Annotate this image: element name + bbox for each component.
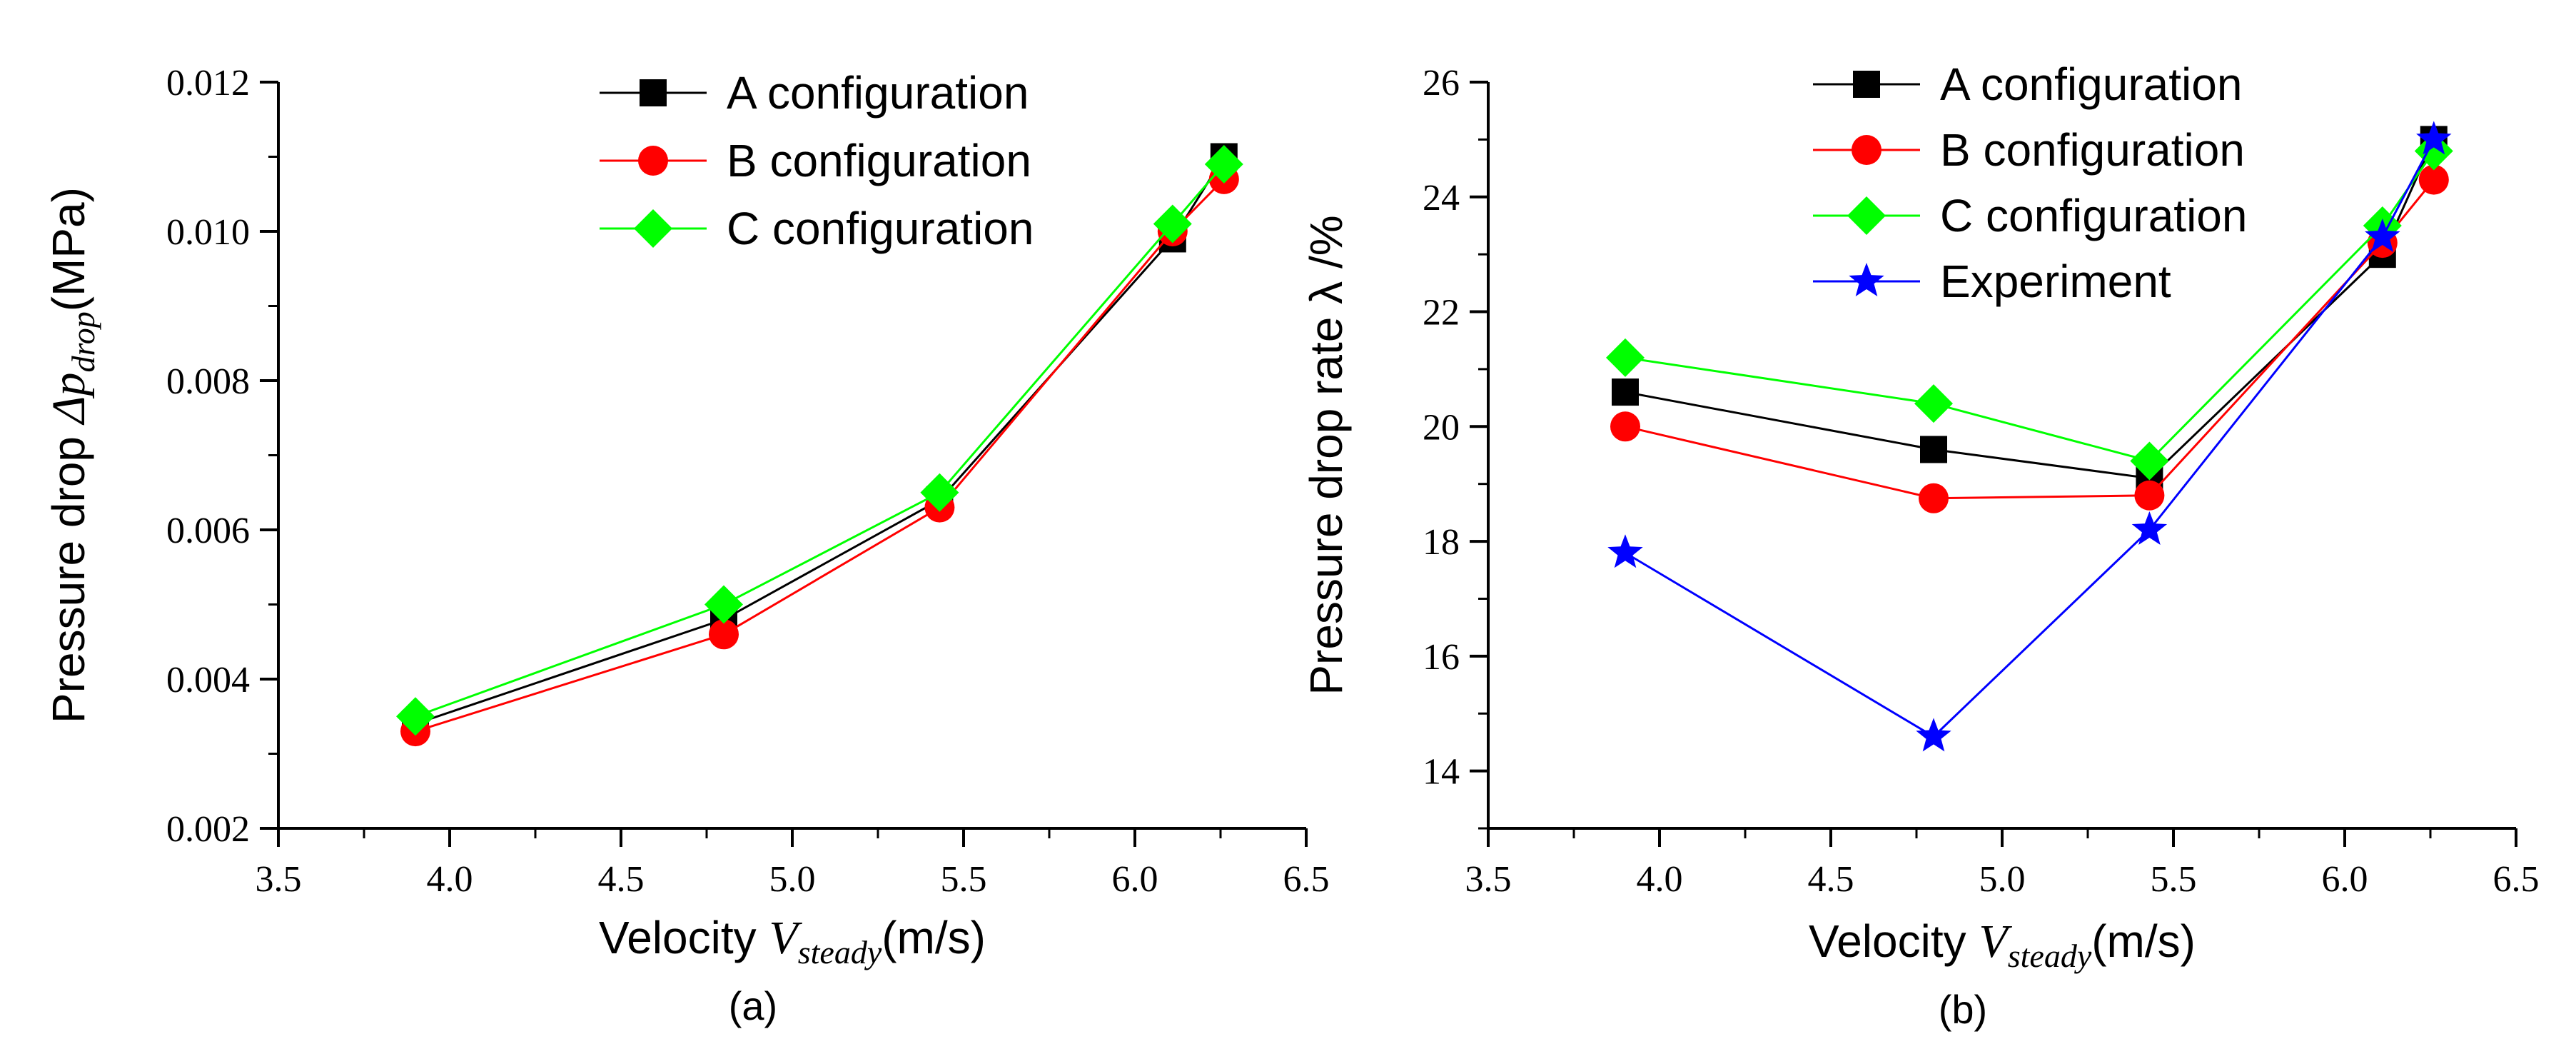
data-point-c-configuration xyxy=(2130,441,2169,481)
y-tick-label: 0.012 xyxy=(166,63,250,104)
data-point-c-configuration xyxy=(1914,384,1953,423)
x-tick-label: 3.5 xyxy=(1465,859,1512,900)
x-tick-label: 5.5 xyxy=(941,859,987,900)
data-point-a-configuration xyxy=(1920,436,1947,463)
x-axis-title-part: V xyxy=(769,912,802,964)
legend-label-c-configuration: C configuration xyxy=(727,203,1034,254)
data-point-experiment xyxy=(2416,121,2452,155)
legend-marker-b-configuration xyxy=(1852,135,1882,165)
x-tick-label: 5.5 xyxy=(2151,859,2197,900)
x-tick-label: 4.5 xyxy=(598,859,645,900)
legend-marker-c-configuration xyxy=(634,209,672,248)
x-tick-label: 6.5 xyxy=(2493,859,2540,900)
panel-label: (b) xyxy=(1939,987,1987,1032)
x-tick-label: 4.5 xyxy=(1808,859,1854,900)
y-tick-label: 26 xyxy=(1423,63,1460,104)
legend-label-a-configuration: A configuration xyxy=(727,67,1029,119)
y-axis-title: Pressure drop rate λ /% xyxy=(1300,215,1352,695)
data-point-c-configuration xyxy=(1204,144,1243,184)
y-axis-title: Pressure drop Δpdrop(MPa) xyxy=(43,187,101,723)
y-tick-label: 0.002 xyxy=(166,809,250,850)
data-point-b-configuration xyxy=(1610,411,1640,442)
x-axis-title-part: (m/s) xyxy=(882,912,986,963)
y-tick-label: 22 xyxy=(1423,293,1460,333)
x-axis-title-part: steady xyxy=(798,934,882,970)
data-point-b-configuration xyxy=(2418,164,2449,195)
x-axis-title: Velocity Vsteady(m/s) xyxy=(1809,915,2196,974)
x-tick-label: 4.0 xyxy=(427,859,473,900)
x-axis-title-part: (m/s) xyxy=(2091,915,2196,967)
y-axis-title-part: Pressure drop rate λ /% xyxy=(1300,215,1352,695)
chart-panel-a: 3.5 4.0 4.5 5.0 5.5 6.0 6.5 0.002 0.004 0.006 0.00… xyxy=(43,63,1330,1028)
y-axis-title-part: Pressure drop xyxy=(43,423,94,723)
data-point-c-configuration xyxy=(396,697,435,736)
legend: A configuration B configuration C configur… xyxy=(1813,59,2247,307)
x-tick-label: 5.0 xyxy=(1979,859,2026,900)
legend: A configuration B configuration C configur… xyxy=(600,67,1034,254)
data-point-experiment xyxy=(2131,511,2168,545)
data-point-c-configuration xyxy=(704,585,743,624)
y-tick-label: 24 xyxy=(1423,178,1460,219)
y-tick-label: 16 xyxy=(1423,637,1460,678)
y-axis-title-part: (MPa) xyxy=(43,187,94,311)
x-tick-label: 6.0 xyxy=(2322,859,2368,900)
x-tick-label: 4.0 xyxy=(1637,859,1683,900)
data-point-b-configuration xyxy=(2134,480,2165,511)
x-axis-title-part: Velocity xyxy=(1809,915,1979,967)
y-tick-label: 14 xyxy=(1423,752,1460,793)
legend-label-c-configuration: C configuration xyxy=(1940,190,2247,241)
x-axis-title-part: Velocity xyxy=(599,912,769,963)
y-tick-label: 18 xyxy=(1423,522,1460,563)
data-point-c-configuration xyxy=(1153,204,1192,244)
data-point-b-configuration xyxy=(709,619,739,650)
legend-label-b-configuration: B configuration xyxy=(1940,124,2245,176)
x-axis-title: Velocity Vsteady(m/s) xyxy=(599,912,986,970)
y-tick-label: 0.004 xyxy=(166,660,250,701)
series-line-b-configuration xyxy=(415,178,1225,733)
legend-label-experiment: Experiment xyxy=(1940,256,2171,307)
x-axis-title-part: V xyxy=(1979,915,2012,968)
x-tick-label: 6.5 xyxy=(1283,859,1330,900)
data-point-c-configuration xyxy=(2414,131,2453,171)
legend-marker-experiment xyxy=(1849,263,1884,296)
data-point-b-configuration xyxy=(1919,483,1949,513)
x-tick-label: 5.0 xyxy=(769,859,816,900)
x-tick-label: 6.0 xyxy=(1112,859,1158,900)
y-tick-label: 20 xyxy=(1423,407,1460,448)
y-axis-title-part: Δp xyxy=(43,372,95,426)
y-axis-title-part: drop xyxy=(65,311,101,372)
legend-marker-c-configuration xyxy=(1847,196,1886,235)
y-tick-label: 0.008 xyxy=(166,361,250,402)
data-point-c-configuration xyxy=(920,473,959,512)
legend-marker-a-configuration xyxy=(1853,71,1880,98)
panel-label: (a) xyxy=(729,983,777,1028)
legend-label-b-configuration: B configuration xyxy=(727,135,1031,186)
data-point-experiment xyxy=(1607,534,1643,568)
y-tick-label: 0.010 xyxy=(166,212,250,253)
y-tick-label: 0.006 xyxy=(166,511,250,551)
data-point-a-configuration xyxy=(1612,378,1639,406)
legend-marker-a-configuration xyxy=(640,79,667,106)
x-axis-title-part: steady xyxy=(2008,938,2092,974)
data-point-experiment xyxy=(1916,718,1951,752)
legend-marker-b-configuration xyxy=(638,146,668,176)
data-point-c-configuration xyxy=(1606,338,1645,377)
chart-panel-b: 3.5 4.0 4.5 5.0 5.5 6.0 6.5 14 16 18 20 22 24 26 A con… xyxy=(1300,59,2540,1032)
legend-label-a-configuration: A configuration xyxy=(1940,59,2242,110)
data-point-experiment xyxy=(2365,219,2400,253)
x-tick-label: 3.5 xyxy=(256,859,302,900)
